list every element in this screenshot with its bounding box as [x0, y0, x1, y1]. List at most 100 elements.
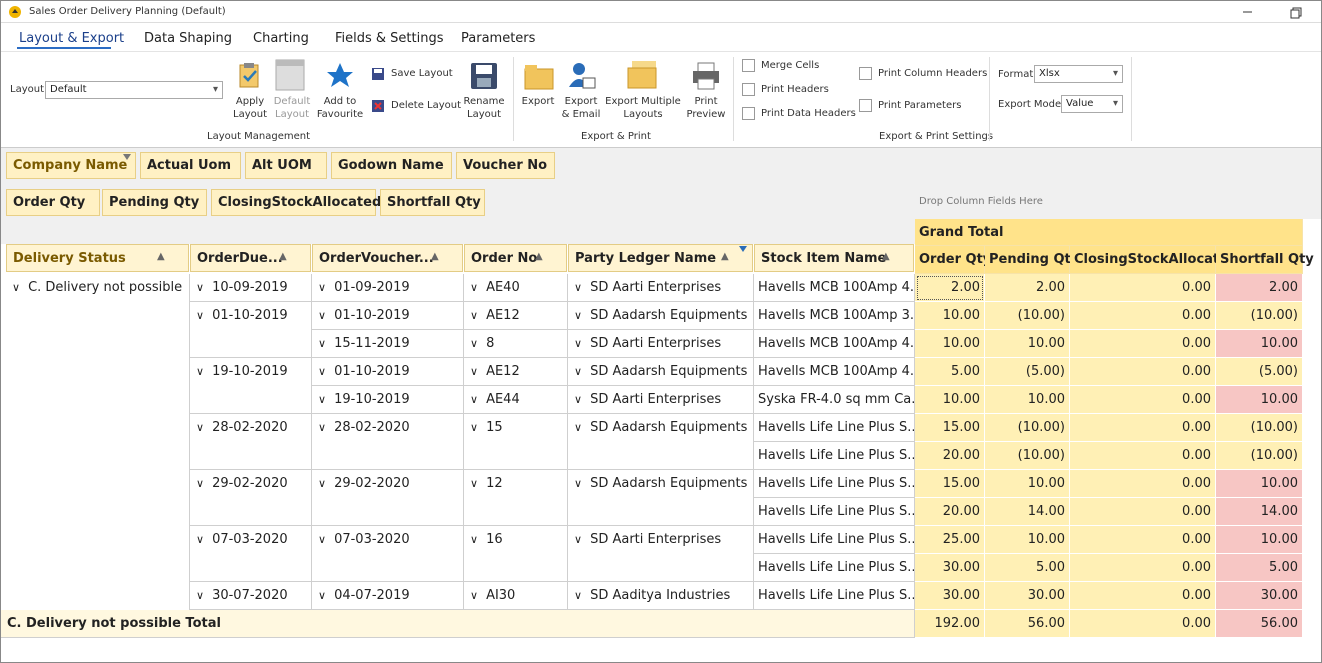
- due-cell[interactable]: 19-10-2019: [190, 358, 312, 414]
- ribbon-button[interactable]: Apply Layout: [233, 96, 267, 120]
- value-cell[interactable]: 10.00: [915, 386, 985, 414]
- party-cell[interactable]: SD Aadarsh Equipments: [568, 358, 754, 386]
- party-cell[interactable]: SD Aarti Enterprises: [568, 274, 754, 302]
- value-cell[interactable]: (5.00): [985, 358, 1070, 386]
- status-cell[interactable]: C. Delivery not possible: [6, 274, 190, 610]
- value-cell[interactable]: 10.00: [1216, 526, 1303, 554]
- voucher-cell[interactable]: 01-10-2019: [312, 358, 464, 386]
- value-cell[interactable]: (10.00): [1216, 414, 1303, 442]
- data-field[interactable]: ClosingStockAllocated: [211, 189, 381, 216]
- value-cell[interactable]: 0.00: [1070, 582, 1216, 610]
- checkbox[interactable]: [742, 107, 755, 120]
- order-no-cell[interactable]: AE12: [464, 358, 568, 386]
- tab[interactable]: Layout & Export: [19, 31, 125, 46]
- item-cell[interactable]: Havells MCB 100Amp 4...: [754, 274, 915, 302]
- value-cell[interactable]: 0.00: [1070, 470, 1216, 498]
- item-cell[interactable]: Syska FR-4.0 sq mm Ca...: [754, 386, 915, 414]
- row-header[interactable]: Order No: [464, 244, 567, 272]
- value-cell[interactable]: (10.00): [985, 302, 1070, 330]
- party-cell[interactable]: SD Aadarsh Equipments: [568, 470, 754, 526]
- order-no-cell[interactable]: AI30: [464, 582, 568, 610]
- voucher-cell[interactable]: 28-02-2020: [312, 414, 464, 470]
- ribbon-button[interactable]: Rename Layout: [463, 96, 505, 120]
- value-cell[interactable]: 0.00: [1070, 386, 1216, 414]
- filter-field[interactable]: Company Name: [6, 152, 136, 179]
- filter-field[interactable]: Godown Name: [331, 152, 452, 179]
- item-cell[interactable]: Havells Life Line Plus S...: [754, 582, 915, 610]
- checkbox[interactable]: [742, 59, 755, 72]
- ribbon-button[interactable]: Export: [521, 96, 555, 107]
- ribbon-button[interactable]: Export Multiple Layouts: [605, 96, 681, 120]
- value-cell[interactable]: 0.00: [1070, 330, 1216, 358]
- filter-field[interactable]: Actual Uom: [140, 152, 241, 179]
- party-cell[interactable]: SD Aarti Enterprises: [568, 526, 754, 582]
- value-cell[interactable]: 2.00: [985, 274, 1070, 302]
- value-cell[interactable]: 0.00: [1070, 498, 1216, 526]
- value-cell[interactable]: 14.00: [1216, 498, 1303, 526]
- sort-arrow[interactable]: ▲: [535, 251, 543, 262]
- value-cell[interactable]: (10.00): [985, 442, 1070, 470]
- value-cell[interactable]: 0.00: [1070, 442, 1216, 470]
- value-cell[interactable]: 15.00: [915, 414, 985, 442]
- export-mode-combo[interactable]: Value: [1061, 95, 1123, 113]
- format-combo[interactable]: Xlsx: [1034, 65, 1123, 83]
- order-no-cell[interactable]: AE40: [464, 274, 568, 302]
- party-cell[interactable]: SD Aarti Enterprises: [568, 330, 754, 358]
- value-cell[interactable]: 30.00: [985, 582, 1070, 610]
- filter-field[interactable]: Alt UOM: [245, 152, 327, 179]
- item-cell[interactable]: Havells MCB 100Amp 3...: [754, 302, 915, 330]
- due-cell[interactable]: 10-09-2019: [190, 274, 312, 302]
- column-header[interactable]: Order Qty: [915, 246, 991, 274]
- value-cell[interactable]: 2.00: [915, 274, 985, 302]
- item-cell[interactable]: Havells Life Line Plus S...: [754, 526, 915, 554]
- item-cell[interactable]: Havells MCB 100Amp 4...: [754, 330, 915, 358]
- value-cell[interactable]: 20.00: [915, 442, 985, 470]
- value-cell[interactable]: 0.00: [1070, 302, 1216, 330]
- value-cell[interactable]: (10.00): [1216, 302, 1303, 330]
- voucher-cell[interactable]: 07-03-2020: [312, 526, 464, 582]
- item-cell[interactable]: Havells Life Line Plus S...: [754, 470, 915, 498]
- tab[interactable]: Parameters: [461, 31, 536, 46]
- value-cell[interactable]: 30.00: [1216, 582, 1303, 610]
- layout-combo[interactable]: Default: [45, 81, 223, 99]
- checkbox[interactable]: [859, 99, 872, 112]
- sort-arrow[interactable]: ▲: [431, 251, 439, 262]
- tab[interactable]: Fields & Settings: [335, 31, 444, 46]
- checkbox-label[interactable]: Print Data Headers: [761, 108, 856, 119]
- value-cell[interactable]: (10.00): [1216, 442, 1303, 470]
- value-cell[interactable]: 10.00: [985, 386, 1070, 414]
- order-no-cell[interactable]: 12: [464, 470, 568, 526]
- data-field[interactable]: Order Qty: [6, 189, 100, 216]
- order-no-cell[interactable]: AE12: [464, 302, 568, 330]
- value-cell[interactable]: 25.00: [915, 526, 985, 554]
- value-cell[interactable]: 0.00: [1070, 358, 1216, 386]
- row-header[interactable]: OrderVoucher...: [312, 244, 463, 272]
- ribbon-button[interactable]: Default Layout: [273, 96, 311, 120]
- due-cell[interactable]: 29-02-2020: [190, 470, 312, 526]
- checkbox-label[interactable]: Print Column Headers: [878, 68, 988, 79]
- item-cell[interactable]: Havells Life Line Plus S...: [754, 554, 915, 582]
- row-header[interactable]: Delivery Status: [6, 244, 189, 272]
- value-cell[interactable]: 5.00: [985, 554, 1070, 582]
- row-header[interactable]: Party Ledger Name: [568, 244, 753, 272]
- value-cell[interactable]: 10.00: [985, 526, 1070, 554]
- due-cell[interactable]: 30-07-2020: [190, 582, 312, 610]
- value-cell[interactable]: 10.00: [985, 470, 1070, 498]
- value-cell[interactable]: 5.00: [915, 358, 985, 386]
- ribbon-button[interactable]: Export & Email: [561, 96, 601, 120]
- value-cell[interactable]: (5.00): [1216, 358, 1303, 386]
- column-header[interactable]: Pending Qty: [985, 246, 1079, 274]
- tab[interactable]: Data Shaping: [144, 31, 232, 46]
- sort-arrow[interactable]: ▲: [721, 251, 729, 262]
- sort-arrow[interactable]: ▲: [279, 251, 287, 262]
- value-cell[interactable]: 30.00: [915, 582, 985, 610]
- due-cell[interactable]: 01-10-2019: [190, 302, 312, 358]
- value-cell[interactable]: 10.00: [915, 330, 985, 358]
- voucher-cell[interactable]: 04-07-2019: [312, 582, 464, 610]
- value-cell[interactable]: 10.00: [1216, 470, 1303, 498]
- value-cell[interactable]: 10.00: [1216, 330, 1303, 358]
- due-cell[interactable]: 28-02-2020: [190, 414, 312, 470]
- due-cell[interactable]: 07-03-2020: [190, 526, 312, 582]
- value-cell[interactable]: 0.00: [1070, 554, 1216, 582]
- voucher-cell[interactable]: 15-11-2019: [312, 330, 464, 358]
